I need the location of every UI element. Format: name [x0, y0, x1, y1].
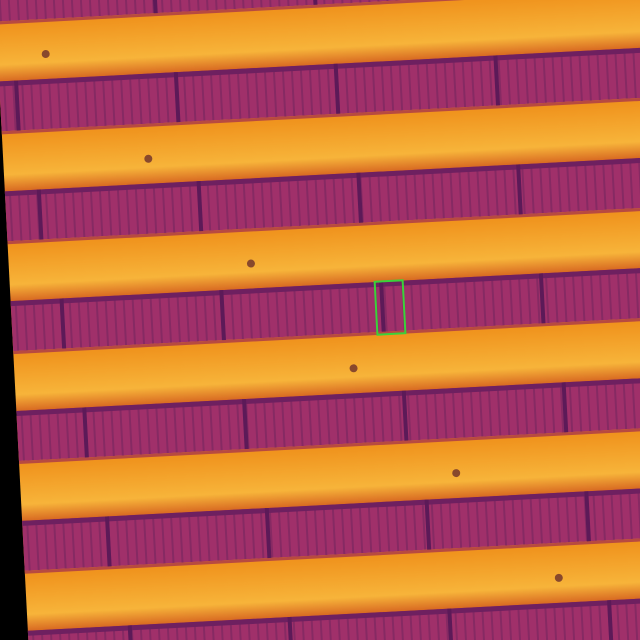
panel-row — [16, 374, 640, 461]
panel-gap — [104, 516, 112, 567]
panel-gap — [59, 298, 67, 349]
panel-gap — [82, 407, 89, 458]
panel-gap — [242, 398, 249, 450]
panel-gap — [196, 181, 204, 232]
panel-edge — [4, 154, 640, 197]
panel-row — [0, 44, 640, 132]
panel-gap — [36, 189, 44, 240]
panel-gap — [561, 382, 569, 433]
hotspot — [554, 573, 563, 582]
panel-gap — [14, 80, 21, 131]
panel-gap — [493, 55, 501, 106]
panel-gap — [287, 616, 295, 640]
panel-gap — [538, 273, 546, 324]
hotspot — [452, 469, 461, 478]
panel-shadow — [18, 424, 640, 464]
panel-gap — [151, 0, 158, 14]
panel-row — [4, 154, 640, 242]
panel-gap — [607, 600, 614, 640]
panel-edge — [22, 484, 640, 526]
panel-edge — [10, 264, 640, 307]
panel-gap — [516, 164, 523, 215]
panel-shadow — [7, 204, 640, 245]
panel-gap — [424, 499, 432, 550]
panel-edge — [16, 374, 640, 417]
panel-shadow — [1, 94, 640, 135]
panel-shadow — [0, 0, 640, 25]
panel-gap — [447, 608, 454, 640]
panel-gap — [401, 390, 409, 441]
panel-shadow — [13, 314, 640, 355]
detection-box — [373, 279, 407, 336]
panel-gap — [219, 290, 226, 341]
hotspot — [144, 154, 153, 163]
panel-gap — [333, 63, 341, 114]
panel-row — [10, 264, 640, 352]
hotspot — [41, 49, 50, 58]
hotspot — [349, 364, 358, 373]
panel-gap — [379, 281, 386, 332]
panel-gap — [127, 625, 135, 640]
panel-edge — [27, 594, 640, 636]
panel-gap — [264, 507, 272, 559]
panel-gap — [356, 172, 363, 223]
panel-edge — [0, 44, 640, 87]
panel-gap — [173, 72, 181, 123]
panel-row — [27, 594, 640, 640]
hotspot — [246, 259, 255, 268]
panel-shadow — [24, 534, 640, 574]
panel-row — [22, 484, 640, 571]
panel-gap — [584, 491, 591, 542]
